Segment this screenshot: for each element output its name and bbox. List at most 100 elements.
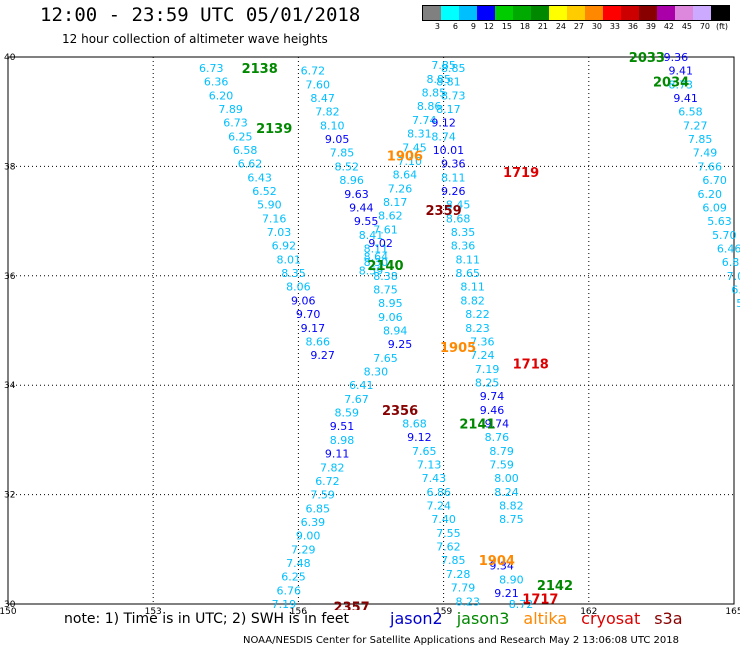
swh-value-label: 7.73	[460, 609, 485, 622]
swh-value-label: 7.79	[451, 582, 476, 595]
swh-value-label: 8.85	[422, 87, 447, 100]
swh-value-label: 9.74	[480, 390, 505, 403]
swh-value-label: 7.26	[388, 182, 413, 195]
swh-value-label: 9.06	[291, 294, 316, 307]
swh-value-label: 8.68	[446, 212, 471, 225]
swh-value-label: 8.45	[446, 199, 471, 212]
colorbar: 3 6 9 12 15 18 21 24 27 30 33 36 39 42 45 70 (ft)	[422, 5, 730, 32]
swh-value-label: 6.76	[276, 584, 301, 597]
pass-time-label: 2356	[382, 404, 418, 419]
swh-value-label: 8.59	[359, 264, 384, 277]
swh-value-label: 8.73	[441, 89, 466, 102]
swh-value-label: 8.96	[339, 174, 364, 187]
swh-value-label: 7.49	[693, 147, 718, 160]
swh-value-label: 7.66	[698, 160, 723, 173]
colorbar-cell	[603, 6, 621, 20]
colorbar-cell	[477, 6, 495, 20]
swh-value-label: 8.82	[460, 294, 485, 307]
swh-value-label: 7.65	[412, 445, 437, 458]
swh-value-label: 7.85	[330, 147, 355, 160]
colorbar-cell	[567, 6, 585, 20]
swh-value-label: 6.20	[698, 188, 723, 201]
swh-value-label: 7.28	[446, 568, 471, 581]
colorbar-cell	[441, 6, 459, 20]
swh-value-label: 8.90	[499, 573, 524, 586]
swh-value-label: 8.38	[373, 270, 398, 283]
swh-value-label: 9.25	[388, 338, 413, 351]
swh-value-label: 6.72	[301, 65, 326, 78]
swh-value-label: 7.82	[315, 106, 340, 119]
colorbar-cell	[459, 6, 477, 20]
swh-value-label: 7.55	[436, 527, 461, 540]
pass-time-label: 1905	[440, 341, 476, 356]
colorbar-cell	[657, 6, 675, 20]
chart-subtitle: 12 hour collection of altimeter wave hei…	[62, 32, 328, 46]
swh-value-label: 8.10	[320, 119, 345, 132]
swh-value-label: 6.89	[722, 256, 740, 269]
swh-value-label: 9.36	[441, 158, 466, 171]
legend: jason2 jason3 altika cryosat s3a	[390, 609, 683, 628]
colorbar-tick-label: 27	[573, 22, 584, 31]
pass-time-label: 1718	[513, 357, 549, 372]
swh-value-label: 8.72	[509, 598, 534, 611]
swh-value-label: 9.05	[325, 133, 350, 146]
y-tick-label: 40	[4, 53, 16, 63]
y-tick-label: 34	[4, 381, 16, 391]
x-tick-label: 162	[580, 607, 597, 617]
swh-value-label: 7.24	[470, 349, 495, 362]
swh-value-label: 7.16	[262, 212, 287, 225]
swh-value-label: 8.24	[494, 486, 519, 499]
colorbar-tick-label: 9	[470, 22, 476, 31]
colorbar-tick-label: 24	[555, 22, 566, 31]
pass-time-label: 2034	[653, 76, 689, 91]
swh-value-label: 8.11	[456, 253, 481, 266]
pass-time-label: 2139	[256, 122, 292, 137]
pass-time-label: 1904	[479, 554, 515, 569]
swh-value-label: 9.74	[485, 417, 510, 430]
colorbar-cell	[531, 6, 549, 20]
swh-value-label: 8.86	[417, 100, 442, 113]
footer-note: note: 1) Time is in UTC; 2) SWH is in fe…	[64, 611, 350, 627]
swh-value-label: 8.11	[460, 281, 485, 294]
swh-value-label: 7.85	[441, 554, 466, 567]
colorbar-cell	[693, 6, 711, 20]
swh-value-label: 6.72	[315, 475, 340, 488]
swh-value-label: 8.66	[306, 335, 331, 348]
swh-value-label: 8.25	[475, 376, 500, 389]
swh-value-label: 7.65	[373, 352, 398, 365]
swh-value-label: 6.20	[209, 89, 234, 102]
swh-value-label: 6.73	[199, 62, 224, 75]
colorbar-tick-label: 45	[681, 22, 692, 31]
swh-value-label: 8.62	[378, 210, 403, 223]
swh-value-label: 6.85	[731, 283, 740, 296]
swh-value-label: 8.00	[494, 472, 519, 485]
swh-value-label: 8.35	[451, 226, 476, 239]
swh-value-label: 8.94	[383, 325, 408, 338]
swh-value-label: 6.92	[272, 240, 297, 253]
swh-value-label: 9.02	[368, 237, 393, 250]
swh-value-label: 9.36	[664, 51, 689, 64]
swh-value-label: 7.19	[272, 598, 297, 611]
data-layer: 6.736.366.207.896.736.256.586.626.436.52…	[199, 51, 740, 622]
swh-value-label: 9.11	[325, 448, 350, 461]
swh-value-label: 7.85	[688, 133, 713, 146]
swh-value-label: 7.74	[412, 114, 437, 127]
swh-value-label: 9.41	[673, 92, 698, 105]
swh-value-label: 7.62	[436, 541, 461, 554]
colorbar-cell	[675, 6, 693, 20]
swh-value-label: 7.60	[306, 78, 331, 91]
swh-value-label: 9.17	[301, 322, 326, 335]
legend-item-jason3: jason3	[456, 609, 510, 628]
swh-value-label: 8.11	[364, 242, 389, 255]
swh-value-label: 9.21	[494, 587, 519, 600]
swh-value-label: 8.76	[485, 431, 510, 444]
swh-value-label: 6.09	[702, 201, 727, 214]
swh-value-label: 8.23	[456, 595, 481, 608]
colorbar-cell	[585, 6, 603, 20]
swh-value-label: 8.59	[335, 407, 360, 420]
swh-value-label: 9.41	[669, 65, 694, 78]
swh-value-label: 8.74	[431, 130, 456, 143]
swh-value-label: 8.73	[669, 78, 694, 91]
colorbar-tick-label: 30	[591, 22, 602, 31]
swh-value-label: 8.06	[286, 281, 311, 294]
